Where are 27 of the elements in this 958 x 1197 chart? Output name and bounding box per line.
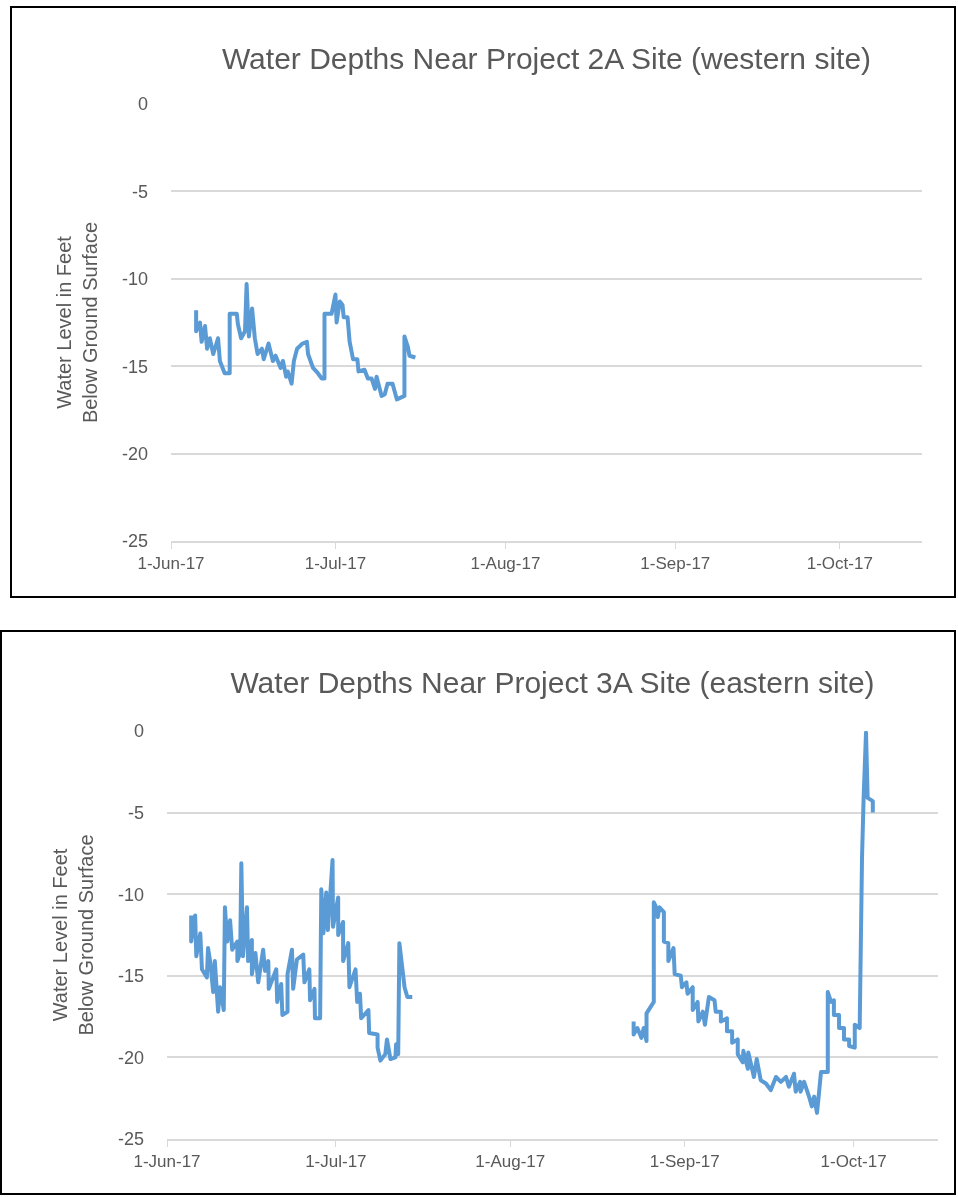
y-tick-label: -25 xyxy=(121,531,148,552)
y-tick-label: -20 xyxy=(121,443,148,464)
y-tick-label: -25 xyxy=(117,1129,144,1150)
x-tick-label: 1-Sep-17 xyxy=(649,1152,720,1172)
x-tick-label: 1-Aug-17 xyxy=(475,1152,546,1172)
x-tick-label: 1-Jul-17 xyxy=(305,1152,367,1172)
chart-title: Water Depths Near Project 3A Site (eastern site) xyxy=(230,665,875,699)
y-axis-title: Water Level in Feet Below Ground Surface xyxy=(49,834,98,1036)
x-tick-label: 1-Oct-17 xyxy=(820,1152,887,1172)
x-tick-label: 1-Sep-17 xyxy=(640,554,711,574)
y-tick-label: -20 xyxy=(117,1047,144,1068)
line-series xyxy=(194,282,418,402)
y-tick-label: -10 xyxy=(117,884,144,905)
y-tick-label: -5 xyxy=(127,802,144,823)
y-axis-title: Water Level in Feet Below Ground Surface xyxy=(53,221,102,424)
y-tick-label: -15 xyxy=(117,966,144,987)
x-tick-label: 1-Jun-17 xyxy=(137,554,205,574)
y-tick-label: 0 xyxy=(133,721,144,742)
y-tick-label: 0 xyxy=(137,94,148,115)
x-tick-label: 1-Oct-17 xyxy=(806,554,873,574)
x-tick-label: 1-Jun-17 xyxy=(133,1152,201,1172)
chart-title: Water Depths Near Project 2A Site (western site) xyxy=(221,41,872,75)
y-tick-label: -5 xyxy=(131,181,148,202)
y-tick-label: -10 xyxy=(121,269,148,290)
x-tick-label: 1-Aug-17 xyxy=(470,554,541,574)
y-tick-label: -15 xyxy=(121,356,148,377)
x-tick-label: 1-Jul-17 xyxy=(304,554,367,574)
